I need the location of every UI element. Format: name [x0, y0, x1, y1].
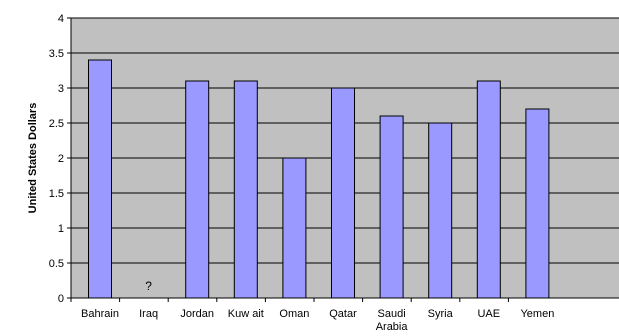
- x-tick-label: Syria: [428, 308, 454, 320]
- x-tick-label: Iraq: [139, 308, 158, 320]
- x-tick-label: Kuw ait: [228, 308, 264, 320]
- x-axis-labels: Bahrain Iraq Jordan Kuw ait Oman Qatar SaudiAr…: [70, 298, 554, 333]
- bar: [233, 80, 258, 299]
- annotations: ?: [145, 279, 152, 293]
- bar: [331, 87, 355, 299]
- bar: [88, 59, 112, 299]
- y-tick-label: 3: [58, 83, 64, 95]
- bar: [428, 122, 453, 299]
- y-tick-label: 1.5: [49, 188, 64, 200]
- x-tick-label: Oman: [279, 308, 309, 320]
- y-axis-title: United States Dollars: [27, 103, 39, 214]
- bar: [525, 108, 550, 299]
- y-tick-label: 3.5: [49, 48, 64, 60]
- x-tick-label: UAE: [477, 308, 500, 320]
- y-tick-label: 4: [58, 13, 64, 25]
- x-tick-label: Arabia: [376, 321, 409, 333]
- y-tick-label: 1: [58, 223, 64, 235]
- x-tick-label: Yemen: [520, 308, 554, 320]
- y-tick-label: 2.5: [49, 118, 64, 130]
- y-tick-label: 2: [58, 153, 64, 165]
- x-tick-label: Jordan: [180, 308, 214, 320]
- bar: [379, 115, 404, 299]
- y-tick-label: 0.5: [49, 258, 64, 270]
- x-tick-label: Bahrain: [81, 308, 119, 320]
- y-axis-ticks: 0 0.5 1 1.5 2 2.5 3 3.5 4: [49, 13, 71, 305]
- annotation-label: ?: [145, 279, 152, 293]
- y-tick-label: 0: [58, 293, 64, 305]
- x-tick-label: Qatar: [329, 308, 357, 320]
- bar: [185, 80, 210, 299]
- bar: [476, 80, 501, 299]
- x-tick-label: Saudi: [378, 308, 406, 320]
- bar: [282, 157, 307, 299]
